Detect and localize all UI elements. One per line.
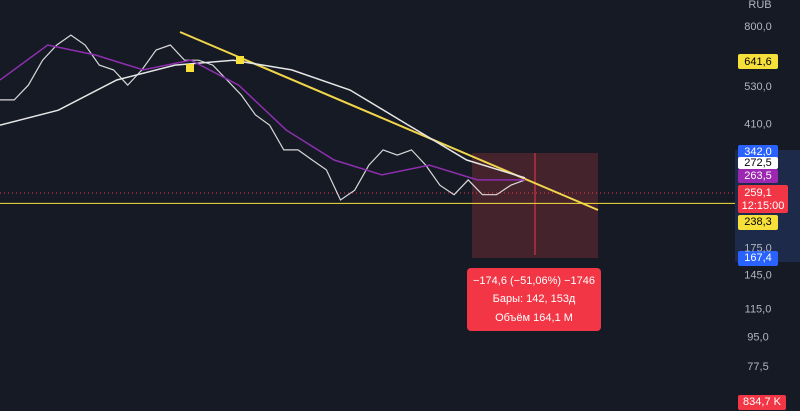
badge-text: 12:15:00 <box>742 200 785 212</box>
badge <box>738 251 778 266</box>
y-tick-label: 95,0 <box>747 331 768 343</box>
badge-text: 238,3 <box>744 216 772 228</box>
badge-text: 259,1 <box>744 187 772 199</box>
badge <box>738 54 778 69</box>
y-tick-label: 800,0 <box>744 21 772 33</box>
y-tick-label: 530,0 <box>744 81 772 93</box>
measure-label <box>467 268 601 331</box>
measure-bars: Бары: 142, 153д <box>493 293 576 305</box>
trend-line <box>179 31 599 211</box>
y-tick-label: 175,0 <box>744 242 772 254</box>
marker <box>236 56 244 64</box>
marker <box>186 64 194 72</box>
series-line <box>0 59 526 179</box>
measure-volume: Объём 164,1 M <box>495 312 573 324</box>
badge-text: 272,5 <box>744 157 772 169</box>
badge <box>738 157 778 169</box>
measure-change: −174,6 (−51,06%) −1746 <box>473 275 595 287</box>
y-tick-label: 77,5 <box>747 361 768 373</box>
series-line <box>0 34 526 201</box>
badge-text: 167,4 <box>744 252 772 264</box>
badge-text: 834,7 K <box>743 396 782 408</box>
badge-text: 641,6 <box>744 56 772 68</box>
badge <box>738 185 788 213</box>
badge-text: 342,0 <box>744 146 772 158</box>
badge <box>738 145 778 159</box>
badge-text: 263,5 <box>744 170 772 182</box>
badge <box>738 169 778 183</box>
badge <box>738 395 786 410</box>
currency: RUB <box>748 0 771 11</box>
y-tick-label: 410,0 <box>744 118 772 130</box>
y-tick-label: 115,0 <box>745 303 772 315</box>
y-tick-label: 145,0 <box>744 270 772 282</box>
series-line <box>0 44 525 181</box>
badge <box>738 215 778 230</box>
